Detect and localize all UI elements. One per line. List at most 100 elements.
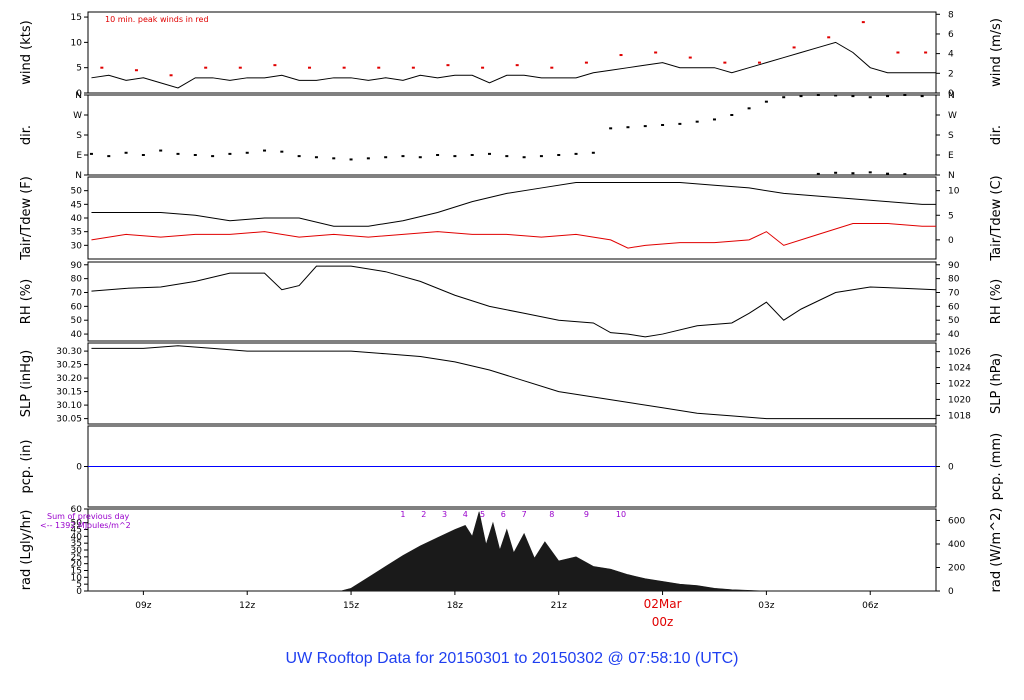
- dir-series-point: [366, 157, 370, 160]
- wind-left-tick-label: 15: [71, 13, 82, 23]
- dir-series-point: [868, 171, 872, 174]
- wind-frame: [87, 11, 937, 94]
- x-tick-label: 12z: [239, 601, 255, 611]
- wind-series-point: [619, 54, 623, 57]
- rh-left-label: RH (%): [19, 279, 34, 324]
- dir-series-point: [349, 158, 353, 161]
- dir-series-point: [176, 152, 180, 155]
- rad-left-tick-label: 0: [76, 587, 82, 597]
- wind-series-point: [550, 66, 554, 69]
- wind-series-point: [861, 21, 865, 24]
- rad-left-tick-label: 60: [71, 505, 83, 515]
- temp-right-tick-label: 0: [948, 236, 954, 246]
- rad-left-tick-label: 15: [71, 567, 82, 577]
- rad-hour-mark: 5: [480, 510, 485, 519]
- slp-left-tick-label: 30.30: [56, 347, 82, 357]
- dir-series-point: [764, 100, 768, 103]
- dir-right-tick-label: W: [948, 111, 957, 121]
- wind-series-point: [723, 61, 727, 64]
- dir-series-point: [678, 122, 682, 125]
- rad-left-tick-label: 35: [71, 539, 82, 549]
- dir-series-point: [799, 95, 803, 98]
- dir-series-point: [834, 94, 838, 97]
- rad-left-tick-label: 10: [71, 573, 83, 583]
- dir-series-point: [695, 120, 699, 123]
- rh-left-tick-label: 50: [71, 316, 83, 326]
- x-tick-label: 06z: [862, 601, 878, 611]
- rad-right-label: rad (W/m^2): [989, 508, 1004, 593]
- wind-series-line: [91, 41, 936, 89]
- dir-series-point: [505, 155, 509, 158]
- dir-series-point: [747, 107, 751, 110]
- dir-series-point: [816, 94, 820, 96]
- wind-right-tick-label: 0: [948, 89, 954, 99]
- dir-series-point: [280, 150, 284, 153]
- wind-series-point: [757, 61, 761, 64]
- dir-series-point: [89, 152, 93, 155]
- wind-series-point: [273, 64, 277, 67]
- temp-right-tick-label: 5: [948, 211, 954, 221]
- dir-left-label: dir.: [19, 125, 34, 145]
- pcp-right-tick-label: 0: [948, 463, 954, 473]
- rad-annotation: Sum of previous day: [47, 512, 129, 521]
- dir-series-point: [159, 149, 163, 152]
- dir-series-point: [903, 94, 907, 96]
- dir-series-point: [436, 154, 440, 156]
- slp-left-tick-label: 30.15: [56, 388, 82, 398]
- rad-hour-mark: 10: [616, 510, 626, 519]
- slp-right-tick-label: 1020: [948, 395, 971, 405]
- wind-series-point: [584, 61, 588, 64]
- dir-series-point: [920, 95, 924, 98]
- x-tick-label: 03z: [758, 601, 774, 611]
- temp-series-line: [91, 222, 936, 249]
- wind-series-point: [896, 51, 900, 54]
- x-tick-label: 21z: [551, 601, 567, 611]
- rad-left-tick-label: 25: [71, 553, 82, 563]
- temp-left-tick-label: 35: [71, 228, 82, 238]
- rad-left-tick-label: 30: [71, 546, 83, 556]
- wind-series-point: [308, 66, 312, 69]
- dir-series-point: [903, 173, 907, 176]
- x-tick-label: 15z: [343, 601, 359, 611]
- temp-left-tick-label: 50: [71, 187, 83, 197]
- wind-right-label: wind (m/s): [989, 18, 1004, 87]
- rh-right-tick-label: 80: [948, 275, 960, 285]
- dir-series-point: [418, 156, 422, 159]
- dir-series-point: [314, 156, 318, 159]
- dir-series-point: [539, 155, 543, 158]
- rad-left-tick-label: 5: [76, 580, 82, 590]
- pcp-left-tick-label: 0: [76, 463, 82, 473]
- rh-right-tick-label: 50: [948, 316, 960, 326]
- wind-series-point: [238, 66, 242, 69]
- wind-right-tick-label: 6: [948, 30, 954, 40]
- rad-hour-mark: 9: [584, 510, 589, 519]
- x-tick-sublabel: 00z: [652, 615, 674, 629]
- rad-hour-mark: 4: [463, 510, 468, 519]
- wind-annotation: 10 min. peak winds in red: [105, 15, 209, 24]
- slp-left-tick-label: 30.20: [56, 374, 82, 384]
- temp-left-tick-label: 45: [71, 200, 82, 210]
- x-tick-label: 09z: [135, 601, 151, 611]
- slp-series-line: [91, 345, 936, 420]
- wind-left-label: wind (kts): [19, 20, 34, 84]
- dir-series-point: [141, 154, 145, 156]
- rh-right-tick-label: 40: [948, 330, 960, 340]
- rad-hour-mark: 7: [522, 510, 527, 519]
- slp-left-tick-label: 30.25: [56, 361, 82, 371]
- wind-left-tick-label: 5: [76, 64, 82, 74]
- rad-left-tick-label: 20: [71, 560, 83, 570]
- rh-left-tick-label: 70: [71, 288, 83, 298]
- rad-right-tick-label: 600: [948, 516, 965, 526]
- dir-series-point: [488, 152, 492, 155]
- temp-left-label: Tair/Tdew (F): [19, 176, 34, 261]
- dir-series-point: [228, 152, 232, 155]
- dir-series-point: [626, 126, 630, 129]
- wind-series-point: [204, 66, 208, 69]
- rad-right-tick-label: 200: [948, 563, 965, 573]
- dir-left-tick-label: E: [76, 151, 82, 161]
- rh-right-tick-label: 60: [948, 302, 960, 312]
- dir-series-point: [263, 149, 267, 152]
- wind-right-tick-label: 4: [948, 50, 954, 60]
- slp-right-tick-label: 1024: [948, 364, 971, 374]
